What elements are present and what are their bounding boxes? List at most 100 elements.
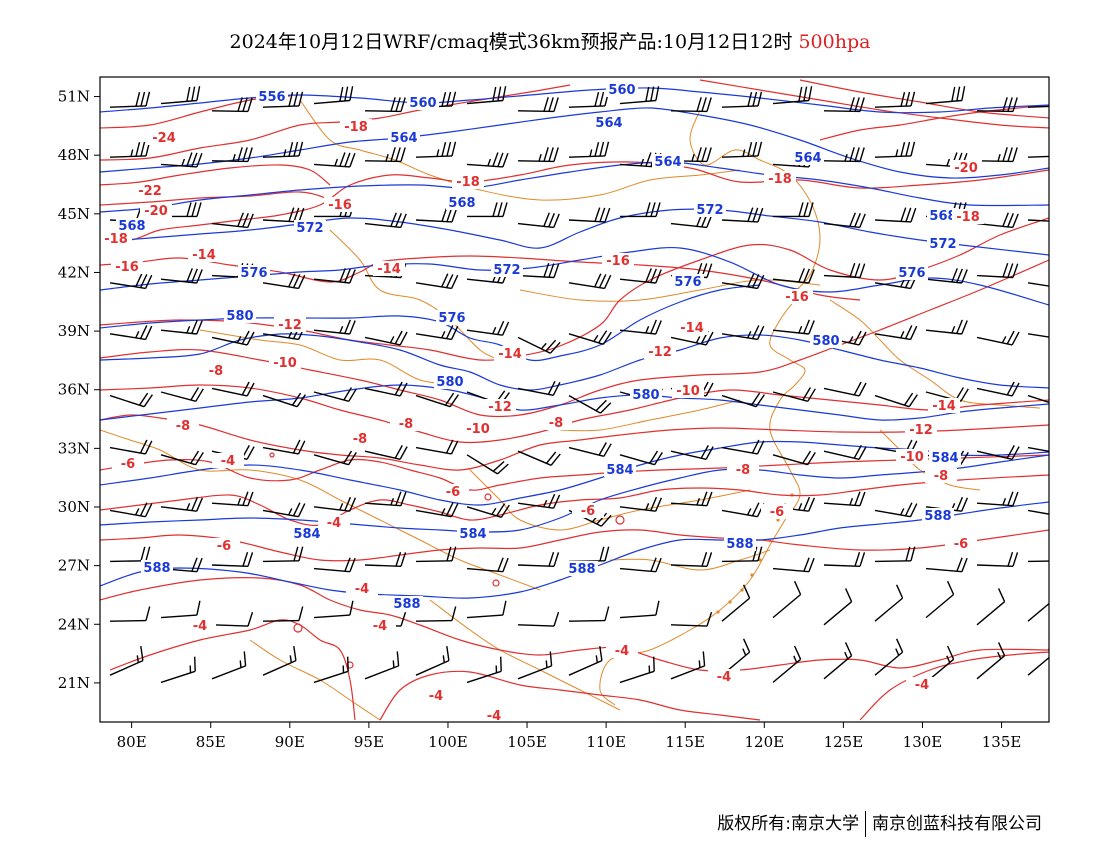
contour-label: -18 (104, 232, 128, 247)
wind-barb (568, 273, 612, 290)
contour-label: -4 (717, 670, 731, 685)
contour-label: -8 (934, 469, 948, 484)
lat-tick-label: 33N (58, 439, 90, 457)
contour-label-bg (929, 450, 961, 465)
wind-barb (568, 442, 612, 457)
contour-label: -24 (152, 131, 176, 146)
wind-barb (976, 491, 1019, 507)
wind-barb (211, 651, 247, 680)
wind-barb (976, 262, 1019, 279)
lon-tick-label: 115E (665, 733, 705, 751)
contour-label: -8 (549, 416, 563, 431)
contour-label: -6 (954, 537, 968, 552)
contour-label: -4 (193, 619, 207, 634)
wind-barb (619, 557, 662, 573)
map-title: 2024年10月12日WRF/cmaq模式36km预报产品:10月12日12时 5… (0, 27, 1100, 54)
contour-label: -4 (487, 709, 501, 724)
contour-label: -14 (932, 399, 956, 414)
wind-barb (160, 450, 204, 466)
wind-barb (415, 502, 459, 518)
temperature-isotherm (100, 255, 861, 301)
wind-barb (262, 606, 304, 622)
coastline (689, 109, 821, 296)
wind-barb (467, 202, 508, 218)
wind-barb (721, 502, 765, 518)
temperature-isotherm (379, 670, 761, 721)
contour-label-bg (950, 160, 982, 175)
wind-barb (211, 611, 254, 627)
wind-barb (1027, 509, 1049, 515)
wind-barb (823, 551, 866, 567)
contour-label: 572 (696, 203, 723, 218)
contour-label: -14 (377, 262, 401, 277)
contour-label: 580 (812, 334, 839, 349)
temperature-isotherm (100, 474, 1049, 527)
map-axes: 80E 85E 90E 95E 100E 105E 110E 115E 120E 125E 130E… (58, 88, 1022, 751)
contour-label-bg (436, 310, 468, 325)
wind-barb (517, 336, 561, 354)
wind-barb (517, 212, 560, 229)
contour-labels: 556 560 560 564 564 564 564 568 572 568 568 572 572 5… (100, 82, 984, 724)
contour-label-bg (457, 526, 489, 541)
wind-barb (976, 147, 1018, 163)
contour-label-bg (572, 503, 604, 518)
contour-label-bg (494, 346, 526, 361)
contour-label-bg (644, 344, 676, 359)
wind-barb (415, 645, 450, 676)
height-contour (100, 454, 1049, 533)
wind-barb (1027, 446, 1049, 453)
wind-barb (517, 450, 561, 466)
temperature-isotherm (109, 619, 356, 721)
wind-barb (466, 557, 509, 573)
wind-barb (823, 642, 853, 680)
height-contour (100, 87, 1049, 114)
wind-barb (262, 141, 304, 158)
wind-barb (568, 91, 610, 108)
contour-label: 584 (606, 463, 633, 478)
contour-label-bg (906, 677, 938, 692)
contour-label-bg (184, 618, 216, 633)
contour-label: -4 (373, 619, 387, 634)
contour-label-bg (200, 363, 232, 378)
wind-barb (517, 147, 559, 163)
lon-tick-label: 100E (428, 733, 468, 751)
wind-barb (160, 152, 203, 168)
wind-barb (670, 551, 713, 567)
coastline (100, 429, 541, 591)
contour-label-bg (928, 398, 960, 413)
wind-barb (1027, 585, 1049, 622)
wind-barb (568, 606, 610, 622)
contour-label-bg (606, 82, 638, 97)
contour-label-bg (927, 236, 959, 251)
contour-label: 572 (929, 237, 956, 252)
wind-barb (619, 450, 663, 466)
contour-label-bg (111, 259, 143, 274)
wind-barb (466, 86, 507, 105)
contour-label-bg (420, 688, 452, 703)
wind-barb (466, 503, 510, 518)
temperature-loop (346, 661, 354, 669)
contour-label-bg (224, 308, 256, 323)
coastline (879, 429, 981, 491)
contour-label-bg (927, 208, 959, 223)
temperature-loop (492, 579, 500, 587)
lat-tick-label: 21N (58, 674, 90, 692)
wind-barb (772, 268, 815, 284)
wind-barb (313, 86, 354, 105)
island-dot (728, 600, 732, 604)
contour-label-bg (340, 119, 372, 134)
contour-label: -6 (121, 457, 135, 472)
contour-label: -14 (192, 248, 216, 263)
contour-label-bg (437, 484, 469, 499)
contour-label: 584 (293, 527, 320, 542)
temperature-loop (484, 493, 492, 501)
contour-label-bg (484, 399, 516, 414)
lon-tick-label: 85E (196, 733, 226, 751)
wind-barb (262, 273, 306, 290)
contour-label: -10 (900, 450, 924, 465)
wind-barb (364, 651, 400, 680)
wind-barb (517, 97, 559, 113)
wind-barb (976, 330, 1020, 346)
contour-label-bg (274, 317, 306, 332)
